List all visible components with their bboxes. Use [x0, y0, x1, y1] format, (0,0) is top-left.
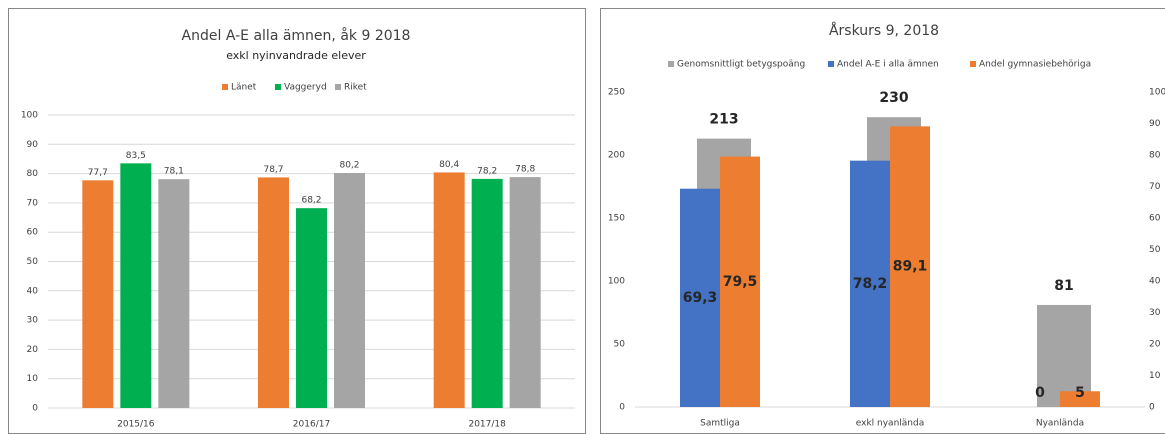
value-label: 80,4 — [439, 160, 459, 170]
value-label: 78,2 — [853, 276, 888, 292]
y-tick-label: 50 — [27, 257, 39, 267]
y2-tick-label: 20 — [1149, 340, 1161, 350]
bar — [158, 179, 190, 408]
chart-title: Andel A-E alla ämnen, åk 9 2018 — [182, 27, 411, 44]
legend-swatch — [828, 61, 834, 67]
y2-tick-label: 60 — [1149, 214, 1161, 224]
y-tick-label: 150 — [608, 214, 625, 224]
y-tick-label: 30 — [27, 316, 39, 326]
value-label: 77,7 — [88, 168, 108, 178]
value-label: 89,1 — [893, 259, 928, 275]
legend-swatch — [335, 84, 341, 90]
y-tick-label: 0 — [619, 403, 625, 413]
bar — [1037, 304, 1091, 407]
x-tick-label: Nyanlända — [1036, 419, 1084, 429]
value-label: 213 — [709, 112, 738, 128]
bar — [850, 160, 890, 407]
y-tick-label: 250 — [608, 88, 625, 98]
y-tick-label: 100 — [21, 111, 38, 121]
y-tick-label: 100 — [608, 277, 625, 287]
bar — [433, 172, 465, 408]
y2-tick-label: 30 — [1149, 308, 1161, 318]
bar — [509, 177, 541, 408]
value-label: 5 — [1075, 385, 1085, 401]
bar — [120, 163, 152, 408]
y2-tick-label: 80 — [1149, 151, 1161, 161]
value-label: 81 — [1054, 278, 1073, 294]
value-label: 78,2 — [477, 166, 497, 176]
y-tick-label: 20 — [27, 345, 39, 355]
bar — [720, 156, 760, 407]
value-label: 83,5 — [126, 151, 146, 161]
y-tick-label: 0 — [32, 404, 38, 414]
y2-tick-label: 50 — [1149, 245, 1161, 255]
x-tick-label: 2016/17 — [293, 420, 330, 430]
value-label: 80,2 — [339, 161, 359, 171]
y-tick-label: 60 — [27, 228, 39, 238]
bar — [334, 173, 365, 408]
bar — [680, 188, 720, 407]
value-label: 69,3 — [683, 290, 718, 306]
y-tick-label: 50 — [614, 340, 626, 350]
y-tick-label: 90 — [27, 140, 39, 150]
legend-swatch — [275, 84, 281, 90]
legend-swatch — [222, 84, 228, 90]
y2-tick-label: 10 — [1149, 371, 1161, 381]
chart-subtitle: exkl nyinvandrade elever — [226, 49, 366, 62]
y-tick-label: 40 — [27, 286, 39, 296]
y2-tick-label: 70 — [1149, 182, 1161, 192]
value-label: 79,5 — [723, 274, 758, 290]
chart-title: Årskurs 9, 2018 — [829, 22, 939, 39]
legend-label: Riket — [344, 83, 367, 93]
y-tick-label: 10 — [27, 374, 39, 384]
value-label: 78,8 — [515, 165, 535, 175]
y2-tick-label: 100 — [1149, 88, 1165, 98]
legend-label: Vaggeryd — [284, 83, 327, 93]
bar — [471, 178, 503, 408]
legend-label: Länet — [231, 83, 257, 93]
value-label: 0 — [1035, 385, 1045, 401]
value-label: 78,7 — [263, 165, 283, 175]
x-tick-label: 2015/16 — [117, 420, 155, 430]
value-label: 230 — [879, 90, 908, 106]
y2-tick-label: 0 — [1149, 403, 1155, 413]
y-tick-label: 200 — [608, 151, 625, 161]
y2-tick-label: 40 — [1149, 277, 1161, 287]
bar — [82, 180, 114, 408]
legend-swatch — [970, 61, 976, 67]
value-label: 78,1 — [164, 167, 184, 177]
value-label: 68,2 — [301, 196, 321, 206]
legend-label: Andel A-E i alla ämnen — [837, 60, 939, 70]
x-tick-label: Samtliga — [700, 419, 740, 429]
y-tick-label: 80 — [27, 169, 39, 179]
bar — [1060, 391, 1100, 407]
legend-label: Andel gymnasiebehöriga — [979, 60, 1091, 70]
bar — [890, 126, 930, 408]
y-tick-label: 70 — [27, 198, 39, 208]
bar — [258, 177, 289, 408]
bar — [296, 208, 327, 408]
legend-swatch — [668, 61, 674, 67]
x-tick-label: exkl nyanlända — [856, 419, 924, 429]
y2-tick-label: 90 — [1149, 119, 1161, 129]
legend-label: Genomsnittligt betygspoäng — [677, 60, 805, 70]
x-tick-label: 2017/18 — [468, 420, 506, 430]
